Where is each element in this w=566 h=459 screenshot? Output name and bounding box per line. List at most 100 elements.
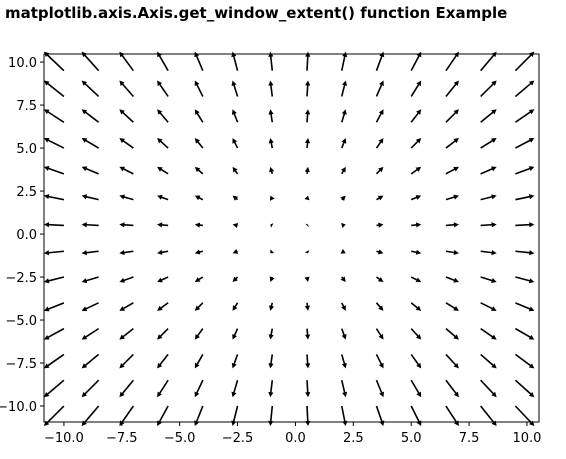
arrow [514, 109, 535, 123]
arrow [304, 328, 311, 340]
arrow [304, 276, 310, 283]
arrow [194, 222, 203, 228]
arrow [157, 249, 169, 255]
arrow [43, 137, 65, 149]
arrow [43, 250, 64, 256]
arrow [340, 80, 348, 97]
arrow [231, 379, 239, 398]
arrow [194, 379, 204, 398]
arrow [514, 379, 535, 398]
arrow [157, 302, 169, 311]
arrow [119, 328, 134, 340]
arrow [231, 405, 239, 427]
arrow [43, 222, 64, 228]
arrow [194, 249, 204, 255]
arrow [410, 138, 422, 149]
arrow [81, 138, 100, 149]
arrow [157, 80, 169, 97]
arrow [270, 223, 274, 228]
arrow [515, 302, 535, 312]
arrow [157, 194, 169, 201]
x-tick-label: 10.0 [512, 431, 541, 446]
arrow [410, 80, 422, 97]
arrow [43, 51, 65, 72]
arrow [43, 166, 65, 175]
arrow [81, 327, 100, 340]
arrow [81, 109, 100, 123]
arrow [445, 166, 459, 175]
arrow [269, 276, 275, 283]
arrow [119, 249, 134, 256]
x-tick-label: 0.0 [285, 431, 306, 446]
arrow [445, 194, 459, 201]
arrow [515, 166, 535, 175]
arrow [514, 405, 535, 427]
arrow [232, 166, 239, 175]
arrow [445, 138, 459, 149]
x-tick-label: 7.5 [459, 431, 480, 446]
arrow [268, 405, 274, 427]
arrow [411, 249, 422, 255]
arrow [305, 51, 311, 71]
arrow [157, 405, 169, 427]
arrow [341, 222, 346, 228]
arrow [119, 51, 135, 72]
arrow [119, 80, 134, 97]
arrow [43, 276, 65, 284]
arrow [375, 354, 384, 369]
arrow [305, 80, 311, 97]
arrow [445, 405, 459, 427]
arrow [410, 195, 422, 201]
arrow [81, 405, 100, 427]
arrow [480, 194, 497, 201]
arrow [157, 222, 169, 228]
arrow [194, 302, 204, 311]
arrow [119, 276, 134, 283]
arrow [268, 109, 274, 123]
arrow [269, 166, 275, 175]
y-tick-label: 10.0 [8, 56, 37, 71]
arrow [515, 138, 535, 149]
arrow [410, 166, 422, 175]
y-tick-label: 0.0 [16, 228, 37, 243]
y-tick-label: −10.0 [0, 400, 37, 415]
arrow [304, 250, 310, 254]
arrow [81, 194, 99, 201]
arrow [304, 138, 311, 149]
arrow [270, 249, 275, 254]
arrow [81, 379, 100, 398]
arrow [480, 405, 497, 427]
arrow [81, 302, 99, 312]
arrow [305, 405, 311, 427]
arrow [340, 405, 348, 427]
arrow [375, 302, 384, 311]
arrow [43, 379, 65, 398]
arrow [341, 138, 347, 149]
y-tick-label: −7.5 [5, 357, 37, 372]
arrow [157, 166, 169, 175]
arrow [119, 138, 134, 149]
arrow [43, 405, 65, 427]
arrow [232, 195, 239, 201]
arrow [340, 276, 346, 283]
x-tick-label: 5.0 [401, 431, 422, 446]
arrow [514, 80, 535, 98]
arrow [340, 354, 347, 369]
arrow [410, 379, 422, 398]
y-tick-label: 5.0 [16, 142, 37, 157]
arrow [43, 353, 65, 369]
arrow [445, 302, 459, 311]
arrow [81, 222, 99, 228]
arrow [375, 166, 384, 175]
arrow [376, 195, 384, 201]
arrow [375, 379, 384, 398]
arrow [157, 138, 169, 149]
arrow [480, 302, 497, 311]
arrow [341, 166, 346, 175]
arrow [445, 51, 459, 72]
chart-title: matplotlib.axis.Axis.get_window_extent()… [5, 4, 507, 22]
arrow [480, 138, 497, 149]
arrow [43, 302, 65, 312]
arrow [81, 166, 99, 175]
arrow [268, 328, 274, 340]
